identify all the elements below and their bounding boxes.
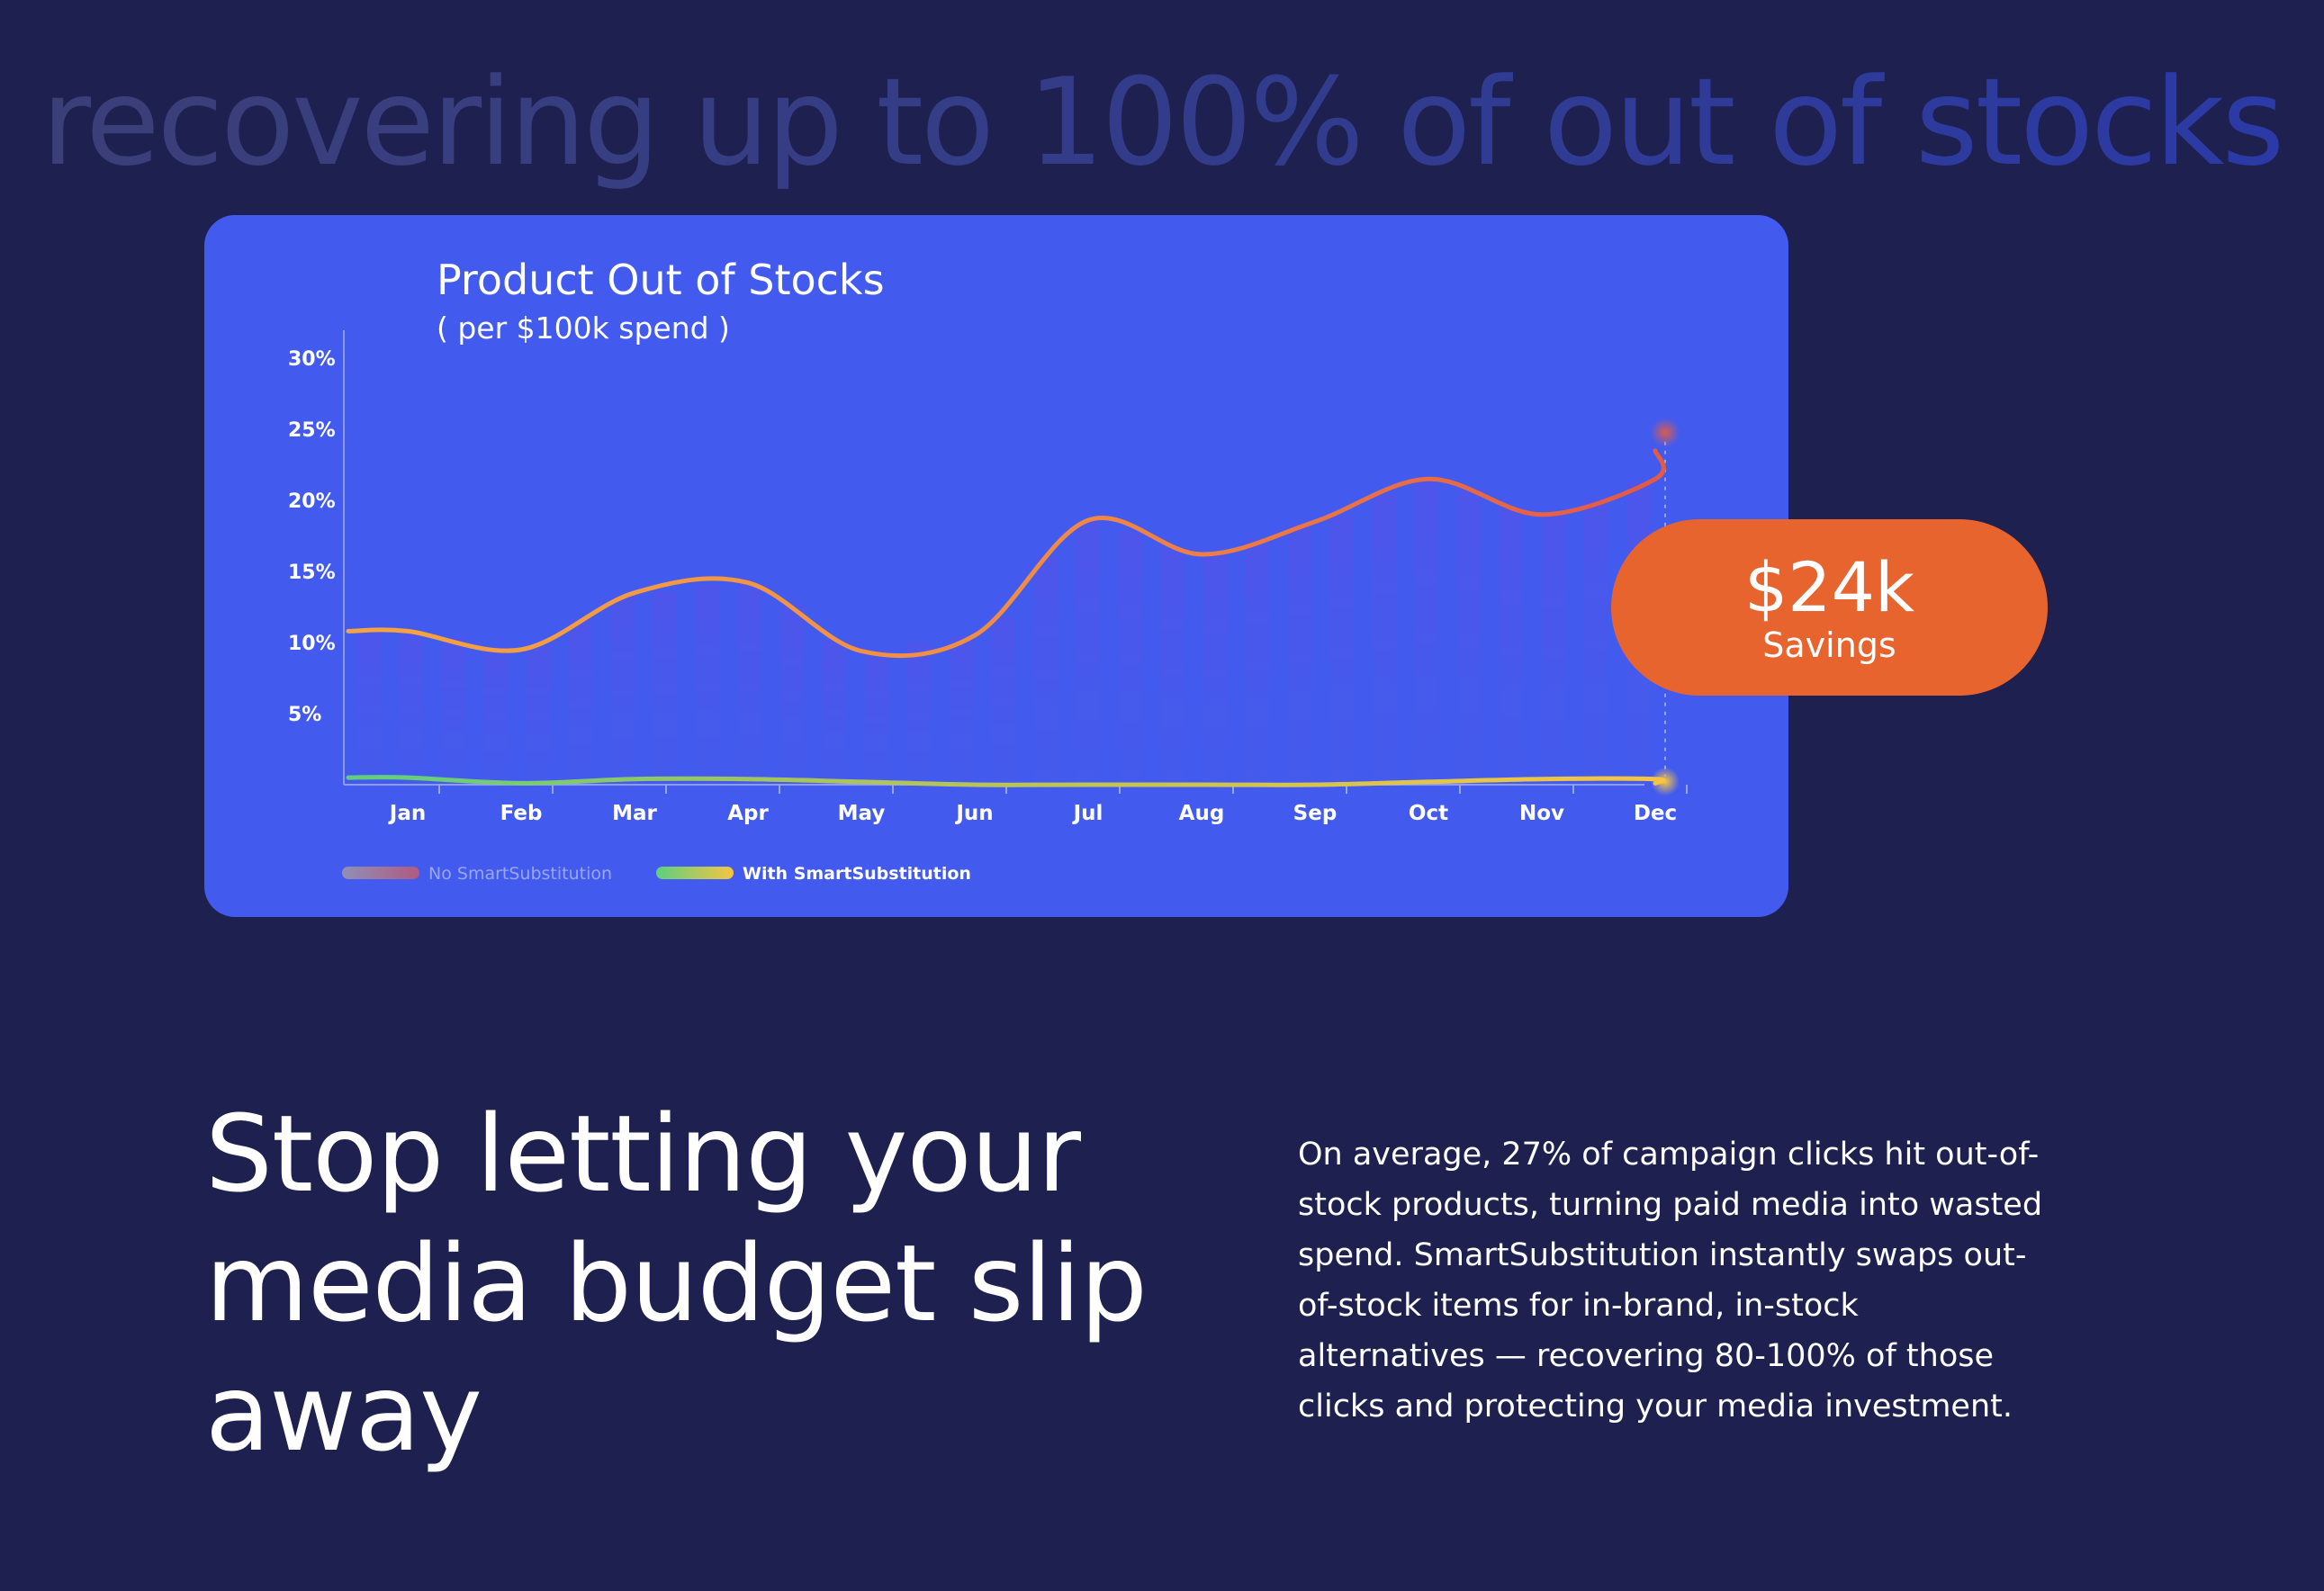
- x-tick-label: Oct: [1409, 802, 1448, 825]
- x-tick-label: Apr: [727, 802, 769, 825]
- chart-subtitle: ( per $100k spend ): [437, 310, 730, 346]
- area-bar: [696, 585, 719, 785]
- section-heading: Stop letting your media budget slip away: [205, 1092, 1148, 1475]
- x-tick-label: Mar: [612, 802, 657, 825]
- area-bar: [907, 643, 931, 785]
- legend: No SmartSubstitution With SmartSubstitut…: [342, 864, 971, 884]
- area-bar: [1246, 538, 1269, 785]
- legend-swatch-no-smartsubstitution: [342, 867, 419, 879]
- y-tick-label: 20%: [288, 490, 336, 513]
- x-tick-label: Aug: [1179, 802, 1225, 825]
- series-line-with-smartsubstitution: [346, 775, 1666, 787]
- area-bars: [357, 479, 1650, 785]
- area-bar: [1119, 530, 1142, 785]
- area-bar: [569, 619, 592, 785]
- area-bar: [1373, 493, 1396, 785]
- area-bar: [1500, 508, 1523, 785]
- savings-label: Savings: [1762, 625, 1896, 665]
- chart-title: Product Out of Stocks: [437, 256, 885, 304]
- area-bar: [484, 647, 508, 785]
- y-tick-label: 30%: [288, 348, 336, 371]
- area-bar: [1288, 523, 1311, 785]
- area-bar: [357, 631, 381, 785]
- area-bar: [1161, 548, 1185, 785]
- x-tick-label: Jul: [1072, 802, 1103, 825]
- area-bar: [865, 650, 888, 785]
- x-tick-label: Jan: [388, 802, 426, 825]
- x-tick-label: Feb: [500, 802, 543, 825]
- legend-swatch-with-smartsubstitution: [656, 867, 734, 879]
- area-bar: [1034, 557, 1058, 785]
- area-bar: [527, 646, 550, 785]
- area-bar: [442, 637, 465, 785]
- area-bar: [653, 590, 677, 785]
- area-bar: [1203, 553, 1227, 785]
- area-bar: [1330, 516, 1354, 785]
- area-bar: [780, 605, 804, 785]
- chart-card: Product Out of Stocks ( per $100k spend …: [204, 215, 1788, 917]
- y-tick-label: 15%: [288, 562, 336, 584]
- area-bar: [1457, 489, 1481, 785]
- x-tick-label: May: [838, 802, 886, 825]
- y-tick-label: 10%: [288, 633, 336, 655]
- savings-callout: $24k Savings: [1611, 519, 2048, 696]
- savings-amount: $24k: [1743, 547, 1915, 627]
- area-bar: [738, 582, 761, 785]
- series-line-no-smartsubstitution: [346, 448, 1666, 659]
- area-bar: [1415, 479, 1438, 785]
- area-bar: [1076, 520, 1100, 785]
- legend-label-with-smartsubstitution: With SmartSubstitution: [743, 864, 971, 884]
- area-bar: [823, 640, 846, 785]
- y-axis-ticks: 30% 25% 20% 15% 10% 5%: [288, 348, 336, 726]
- background-headline: recovering up to 100% of out of stocks: [41, 52, 2284, 193]
- area-bar: [400, 631, 423, 785]
- y-tick-label: 25%: [288, 419, 336, 442]
- area-bar: [611, 594, 635, 785]
- area-bar: [1584, 498, 1608, 785]
- section-body: On average, 27% of campaign clicks hit o…: [1298, 1137, 2043, 1425]
- y-tick-label: 5%: [288, 704, 321, 726]
- x-tick-label: Jun: [954, 802, 993, 825]
- x-tick-label: Dec: [1634, 802, 1677, 825]
- x-axis-ticks: Jan Feb Mar Apr May Jun Jul Aug Sep Oct Nov Dec: [388, 785, 1688, 825]
- x-tick-label: Sep: [1293, 802, 1338, 825]
- x-tick-label: Nov: [1519, 802, 1564, 825]
- area-bar: [1542, 513, 1565, 785]
- area-bar: [992, 617, 1015, 785]
- legend-label-no-smartsubstitution: No SmartSubstitution: [428, 864, 612, 884]
- area-bar: [950, 635, 973, 785]
- endpoint-glow-no-smartsubstitution: [1651, 418, 1680, 447]
- endpoint-glow-with-smartsubstitution: [1651, 767, 1680, 796]
- chart-svg: Product Out of Stocks ( per $100k spend …: [288, 256, 1688, 884]
